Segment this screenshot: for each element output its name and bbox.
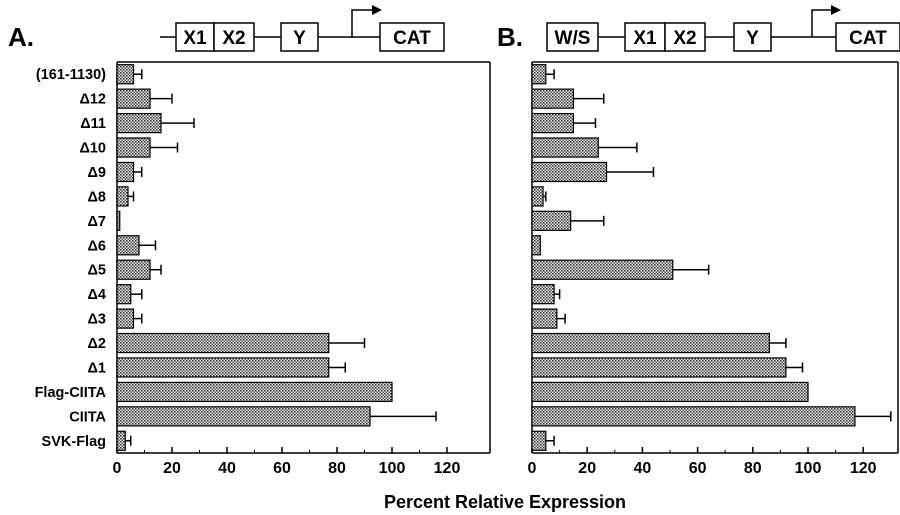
bar — [116, 137, 151, 158]
category-label: Flag-CIITA — [35, 385, 107, 401]
construct-box — [175, 22, 215, 52]
x-tick-label: 40 — [218, 460, 236, 477]
bar — [116, 332, 330, 354]
construct-label: CAT — [849, 28, 887, 49]
panel-label: B. — [497, 22, 523, 52]
bar — [531, 112, 575, 134]
bar — [116, 406, 371, 427]
bar — [116, 186, 129, 207]
bar — [531, 186, 544, 207]
category-label: SVK-Flag — [42, 434, 106, 450]
bar — [116, 259, 151, 280]
panel-label: A. — [8, 22, 34, 52]
category-label: Δ6 — [88, 238, 107, 254]
bar — [116, 284, 132, 305]
construct-box — [733, 22, 772, 52]
construct-box — [280, 22, 319, 52]
bar — [116, 381, 393, 403]
promoter-arrowhead — [372, 5, 382, 15]
construct-label: W/S — [555, 28, 591, 49]
construct-label: Y — [746, 28, 759, 49]
bar — [531, 64, 547, 85]
bar — [531, 357, 787, 378]
bar — [116, 235, 140, 256]
promoter-arrow — [811, 9, 833, 37]
bar — [116, 308, 135, 329]
bar — [531, 430, 547, 451]
construct-box — [835, 22, 900, 52]
category-label: Δ4 — [88, 287, 107, 303]
construct-label: X1 — [633, 28, 657, 49]
construct-label: X2 — [673, 28, 696, 49]
x-tick-label: 0 — [528, 460, 537, 477]
construct-box — [664, 22, 706, 52]
construct-box — [546, 22, 599, 52]
category-label: CIITA — [69, 409, 106, 425]
construct-box — [624, 22, 666, 52]
bar — [116, 88, 151, 109]
category-label: Δ11 — [80, 116, 106, 132]
category-label: Δ8 — [88, 189, 107, 205]
construct-label: Y — [293, 28, 306, 49]
promoter-arrowhead — [831, 5, 841, 15]
promoter-arrow — [351, 9, 374, 37]
bar — [531, 161, 608, 183]
category-label: Δ7 — [88, 214, 107, 230]
category-label: (161-1130) — [36, 67, 106, 83]
bar — [531, 381, 809, 403]
construct-label: X1 — [183, 28, 207, 49]
panel-a: A. X1 X2 Y CAT 0 20 40 60 80 100 120 (161-1130) Δ12 Δ1… — [8, 5, 491, 477]
construct-label: X2 — [222, 28, 245, 49]
bar — [531, 235, 541, 256]
bar — [531, 406, 856, 427]
bar — [116, 357, 330, 378]
bar — [531, 259, 674, 280]
construct-box — [379, 22, 445, 52]
bar — [116, 210, 121, 231]
x-tick-label: 20 — [578, 460, 596, 477]
construct-box — [213, 22, 255, 52]
x-tick-label: 40 — [634, 460, 652, 477]
bar — [531, 210, 572, 231]
bar — [116, 430, 126, 451]
bar — [531, 284, 555, 305]
x-tick-label: 80 — [744, 460, 762, 477]
x-tick-label: 20 — [163, 460, 181, 477]
bar — [116, 161, 135, 183]
category-label: Δ3 — [88, 312, 107, 328]
category-label: Δ12 — [79, 92, 106, 108]
bar — [531, 332, 770, 354]
category-label: Δ10 — [79, 141, 106, 157]
category-label: Δ2 — [88, 336, 107, 352]
category-label: Δ9 — [88, 165, 107, 181]
x-tick-label: 0 — [113, 460, 122, 477]
bar — [531, 137, 599, 158]
category-label: Δ5 — [88, 263, 107, 279]
bar — [531, 88, 575, 109]
x-tick-label: 80 — [328, 460, 346, 477]
x-tick-label: 100 — [795, 460, 822, 477]
category-label: Δ1 — [88, 360, 107, 376]
bar — [531, 308, 558, 329]
x-tick-label: 120 — [434, 460, 461, 477]
construct-label: CAT — [393, 28, 431, 49]
x-tick-label: 60 — [689, 460, 707, 477]
x-tick-label: 120 — [850, 460, 877, 477]
x-axis-title: Percent Relative Expression — [384, 492, 626, 512]
panel-b: B. W/S X1 X2 Y CAT 0 20 40 60 80 100 120 — [497, 5, 900, 477]
bar — [116, 112, 162, 134]
x-tick-label: 100 — [379, 460, 406, 477]
x-tick-label: 60 — [273, 460, 291, 477]
bar — [116, 64, 135, 85]
